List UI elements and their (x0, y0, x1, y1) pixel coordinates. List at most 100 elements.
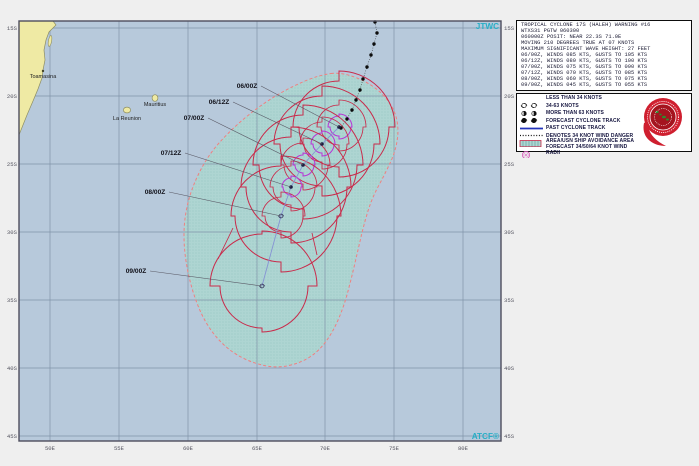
wind-radius-64kt (310, 130, 336, 157)
lat-label-right: 35S (504, 297, 515, 304)
lat-label-left: 35S (7, 297, 18, 304)
past-track-point (345, 117, 349, 121)
past-track-point (358, 88, 362, 92)
place-label: Toamasina (30, 74, 58, 80)
warning-text-line: 07/00Z, WINDS 075 KTS, GUSTS TO 090 KTS (521, 63, 648, 70)
34to63-icon (519, 104, 546, 116)
past-track-point (375, 31, 379, 35)
legend-label: MORE THAN 63 KNOTS (546, 110, 604, 117)
warning-text-line: TROPICAL CYCLONE 17S (HALEH) WARNING #16 (521, 22, 651, 28)
past-track-point (369, 53, 373, 57)
wind-radius-64kt (327, 113, 353, 140)
legend-row: MORE THAN 63 KNOTS (519, 110, 691, 124)
cyclone-symbol-tails (259, 283, 265, 289)
legend-label: 34-63 KNOTS (546, 102, 579, 109)
lat-label-left: 25S (7, 161, 18, 168)
warning-info-box: TROPICAL CYCLONE 17S (HALEH) WARNING #16… (516, 20, 692, 91)
lon-label: 80E (458, 445, 469, 452)
city-dot (41, 69, 45, 73)
legend-row: DENOTES 34 KNOT WIND DANGER AREA/USN SHI… (519, 132, 691, 148)
forecast-time-label: 08/00Z (145, 189, 166, 196)
place-label: Mauritius (144, 102, 167, 108)
atcf-watermark: ATCF® (472, 432, 499, 441)
warning-text-line: 06/12Z, WINDS 080 KTS, GUSTS TO 100 KTS (521, 57, 648, 64)
lat-label-left: 40S (7, 365, 18, 372)
wind-radius-34kt (230, 155, 342, 273)
lon-label: 75E (389, 445, 400, 452)
lon-label: 55E (114, 445, 125, 452)
warning-text-line: 060000Z POSIT: NEAR 22.3S 71.0E (521, 33, 622, 40)
place-label: La Reunion (113, 116, 141, 122)
legend-row: LESS THAN 34 KNOTS (519, 95, 691, 109)
forecast-time-label: 06/00Z (237, 83, 258, 90)
map-labels-group: 06/00Z 06/12Z 07/00Z 07/12Z 08/00Z 09/00Z Toam… (7, 25, 515, 452)
past-track-point (350, 108, 354, 112)
wind-radius-64kt (281, 175, 303, 198)
lt34-icon (519, 96, 546, 109)
lat-label-left: 20S (7, 93, 18, 100)
wind-radius-34kt (240, 126, 352, 244)
legend-row: 34-63 KNOTS (519, 102, 691, 116)
la-reunion-island (123, 106, 131, 114)
forecast-track-icon (519, 119, 546, 130)
past-track-point (361, 77, 365, 81)
wind-radii-icon (519, 145, 546, 160)
past-track-icon (519, 126, 546, 137)
forecast-time-label: 07/12Z (161, 150, 182, 157)
lat-label-right: 15S (504, 25, 515, 32)
danger-area-dashed-border (183, 72, 399, 368)
gt63-icon (519, 111, 546, 124)
warning-text-line: WTXS31 PGTW 060300 (521, 27, 580, 34)
warning-text-line: MAXIMUM SIGNIFICANT WAVE HEIGHT: 27 FEET (521, 45, 651, 52)
wind-radius-50kt (299, 116, 350, 170)
sainte-marie-island (47, 35, 53, 47)
lat-label-right: 30S (504, 229, 515, 236)
leader-line (207, 117, 304, 166)
forecast-time-label: 07/00Z (184, 115, 205, 122)
lon-label: 65E (252, 445, 263, 452)
leader-lines-group (149, 85, 340, 287)
mauritius-island (151, 94, 159, 102)
legend-row: PAST CYCLONE TRACK (519, 125, 691, 137)
jtwc-logo-icon (643, 98, 682, 146)
wind-radius-50kt (269, 160, 318, 212)
lat-label-right: 20S (504, 93, 515, 100)
past-track-point (365, 65, 369, 69)
grid-lines (19, 21, 501, 441)
wind-radius-50kt (261, 191, 306, 239)
lat-label-left: 15S (7, 25, 18, 32)
danger-area-icon (519, 134, 546, 148)
radii-envelope-line (217, 227, 234, 260)
warning-text-line: 06/00Z, WINDS 085 KTS, GUSTS TO 105 KTS (521, 51, 648, 58)
legend-label: DENOTES 34 KNOT WIND DANGER AREA/USN SHI… (546, 132, 635, 145)
warning-text-line: 09/00Z, WINDS 045 KTS, GUSTS TO 055 KTS (521, 81, 648, 88)
lat-label-right: 25S (504, 161, 515, 168)
map-frame (18, 20, 502, 442)
forecast-time-label: 06/12Z (209, 99, 230, 106)
jtwc-watermark: JTWC (476, 22, 499, 31)
leader-line (149, 270, 263, 287)
danger-area-shape (184, 73, 398, 367)
cyclone-symbol-tails (278, 213, 284, 219)
legend-rows: LESS THAN 34 KNOTS 34-63 KNOTS MORE THAN… (519, 95, 691, 160)
radii-envelope-line (311, 232, 318, 256)
warning-text-line: 07/12Z, WINDS 070 KTS, GUSTS TO 085 KTS (521, 69, 648, 76)
lon-label: 70E (320, 445, 331, 452)
forecast-time-label: 09/00Z (126, 268, 147, 275)
leader-line (168, 191, 282, 217)
legend-label: PAST CYCLONE TRACK (546, 125, 606, 132)
danger-area-border (183, 72, 399, 368)
legend-row: FORECAST CYCLONE TRACK (519, 118, 691, 130)
lon-label: 50E (45, 445, 56, 452)
lon-label: 60E (183, 445, 194, 452)
warning-text-line: MOVING 210 DEGREES TRUE AT 07 KNOTS (521, 39, 635, 46)
forecast-track-line (261, 126, 340, 287)
lat-label-left: 45S (7, 433, 18, 440)
leader-line (260, 85, 340, 128)
legend-box: LESS THAN 34 KNOTS 34-63 KNOTS MORE THAN… (516, 93, 692, 160)
legend-label: LESS THAN 34 KNOTS (546, 95, 602, 101)
leader-line (232, 101, 323, 145)
past-track-point (354, 98, 358, 102)
wind-radii-group (209, 70, 396, 333)
